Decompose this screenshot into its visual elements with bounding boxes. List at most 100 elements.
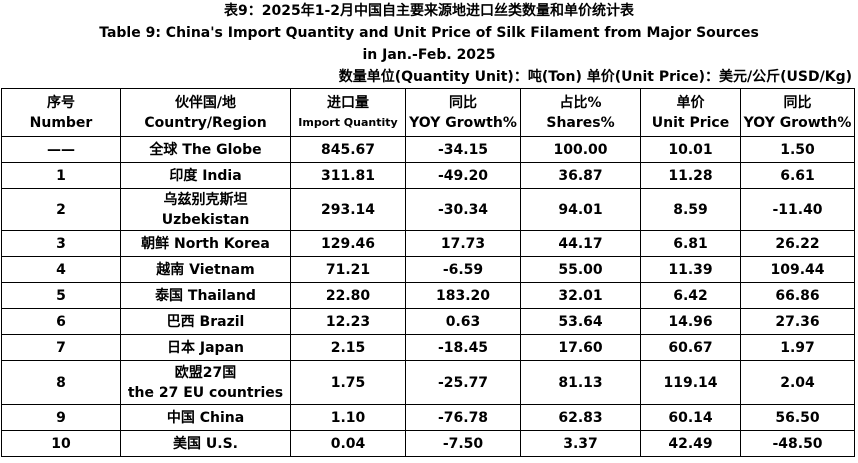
table-cell: 36.87 <box>520 162 641 189</box>
table-cell: 60.14 <box>640 404 741 431</box>
cell-line: Unit Price <box>651 114 730 131</box>
table-cell: 6.81 <box>640 230 741 257</box>
table-cell: 2 <box>1 188 121 231</box>
table-cell: 美国 U.S. <box>120 430 291 457</box>
table-cell: 1.97 <box>740 334 855 361</box>
table-cell: -49.20 <box>405 162 521 189</box>
table-cell: 12.23 <box>290 308 406 335</box>
cell-line: Number <box>29 114 93 131</box>
table-cell: 109.44 <box>740 256 855 283</box>
unit-note: 数量单位(Quantity Unit)：吨(Ton) 单价(Unit Price… <box>338 69 852 85</box>
table-row: 10 美国 U.S. 0.04 -7.50 3.37 42.49 -48.50 <box>1 430 855 457</box>
table-cell: -25.77 <box>405 360 521 405</box>
table-row: 5 泰国 Thailand 22.80 183.20 32.01 6.42 66.86 <box>1 282 855 309</box>
table-cell: 越南 Vietnam <box>120 256 291 283</box>
cell-line: 欧盟27国 <box>174 364 237 381</box>
table-cell: 129.46 <box>290 230 406 257</box>
table-cell: 2.15 <box>290 334 406 361</box>
table-cell: 27.36 <box>740 308 855 335</box>
table-cell: 3.37 <box>520 430 641 457</box>
table-cell: 17.73 <box>405 230 521 257</box>
table-cell: 6.61 <box>740 162 855 189</box>
table-cell: 1.75 <box>290 360 406 405</box>
table-row: 3 朝鲜 North Korea 129.46 17.73 44.17 6.81 26.22 <box>1 230 855 257</box>
table-cell: -76.78 <box>405 404 521 431</box>
table-cell: 日本 Japan <box>120 334 291 361</box>
table-cell: 朝鲜 North Korea <box>120 230 291 257</box>
table-cell: 119.14 <box>640 360 741 405</box>
table-cell: 巴西 Brazil <box>120 308 291 335</box>
table-cell: 1.10 <box>290 404 406 431</box>
title-block: 表9：2025年1-2月中国自主要来源地进口丝类数量和单价统计表 Table 9:… <box>0 0 858 66</box>
table-row: 6 巴西 Brazil 12.23 0.63 53.64 14.96 27.36 <box>1 308 855 335</box>
table-cell: —— <box>1 136 121 163</box>
table-cell: 11.39 <box>640 256 741 283</box>
table-cell: 26.22 <box>740 230 855 257</box>
table-cell: 55.00 <box>520 256 641 283</box>
table-cell: -48.50 <box>740 430 855 457</box>
table-cell: 14.96 <box>640 308 741 335</box>
title-line: Table 9: China's Import Quantity and Uni… <box>99 25 759 41</box>
table-cell: 6.42 <box>640 282 741 309</box>
table-row: 8 欧盟27国 the 27 EU countries 1.75 -25.77 81.13… <box>1 360 855 405</box>
cell-line: the 27 EU countries <box>127 384 284 401</box>
header-cell: 单价 Unit Price <box>640 88 741 137</box>
table-cell: 欧盟27国 the 27 EU countries <box>120 360 291 405</box>
table-cell: 81.13 <box>520 360 641 405</box>
cell-line: 伙伴国/地 <box>174 94 237 111</box>
cell-line: 进口量 <box>327 94 369 111</box>
table-cell: -11.40 <box>740 188 855 231</box>
table-cell: 32.01 <box>520 282 641 309</box>
table-cell: 9 <box>1 404 121 431</box>
cell-line: YOY Growth% <box>409 114 517 131</box>
table-cell: -34.15 <box>405 136 521 163</box>
table-cell: 0.63 <box>405 308 521 335</box>
table-cell: 1 <box>1 162 121 189</box>
title-line: in Jan.-Feb. 2025 <box>362 47 496 63</box>
cell-line: 占比% <box>559 94 602 111</box>
table-cell: 6 <box>1 308 121 335</box>
cell-line: 单价 <box>676 94 705 111</box>
table-cell: 53.64 <box>520 308 641 335</box>
table-row: 7 日本 Japan 2.15 -18.45 17.60 60.67 1.97 <box>1 334 855 361</box>
table-cell: 183.20 <box>405 282 521 309</box>
table-row: —— 全球 The Globe 845.67 -34.15 100.00 10.01 1.5… <box>1 136 855 163</box>
table-cell: 100.00 <box>520 136 641 163</box>
table-cell: 293.14 <box>290 188 406 231</box>
table-cell: 10 <box>1 430 121 457</box>
table-cell: 7 <box>1 334 121 361</box>
header-cell: 占比% Shares% <box>520 88 641 137</box>
table-row: 1 印度 India 311.81 -49.20 36.87 11.28 6.61 <box>1 162 855 189</box>
table-cell: 311.81 <box>290 162 406 189</box>
cell-line: YOY Growth% <box>743 114 852 131</box>
cell-line: Import Quantity <box>298 115 398 129</box>
header-row: 序号 Number 伙伴国/地 Country/Region 进口量 Import Qua… <box>1 88 855 137</box>
data-table: 序号 Number 伙伴国/地 Country/Region 进口量 Import Qua… <box>1 88 855 457</box>
table-cell: 66.86 <box>740 282 855 309</box>
table-cell: 42.49 <box>640 430 741 457</box>
cell-line: Uzbekistan <box>161 211 250 228</box>
table-cell: 94.01 <box>520 188 641 231</box>
table-cell: 5 <box>1 282 121 309</box>
cell-line: 同比 <box>449 94 477 111</box>
cell-line: 乌兹别克斯坦 <box>163 191 248 208</box>
table-row: 2 乌兹别克斯坦 Uzbekistan 293.14 -30.34 94.01 8.59 -1… <box>1 188 855 231</box>
table-row: 4 越南 Vietnam 71.21 -6.59 55.00 11.39 109.44 <box>1 256 855 283</box>
table-cell: 3 <box>1 230 121 257</box>
table-cell: 8 <box>1 360 121 405</box>
table-cell: 全球 The Globe <box>120 136 291 163</box>
table-cell: 11.28 <box>640 162 741 189</box>
header-cell: 序号 Number <box>1 88 121 137</box>
table-cell: 泰国 Thailand <box>120 282 291 309</box>
table-row: 9 中国 China 1.10 -76.78 62.83 60.14 56.50 <box>1 404 855 431</box>
table-cell: -6.59 <box>405 256 521 283</box>
table-cell: -7.50 <box>405 430 521 457</box>
cell-line: Country/Region <box>144 114 267 131</box>
table-cell: -30.34 <box>405 188 521 231</box>
cell-line: 序号 <box>47 94 75 111</box>
header-cell: 进口量 Import Quantity <box>290 88 406 137</box>
table-cell: 2.04 <box>740 360 855 405</box>
cell-line: 同比 <box>783 94 812 111</box>
title-line: 表9：2025年1-2月中国自主要来源地进口丝类数量和单价统计表 <box>224 3 634 19</box>
